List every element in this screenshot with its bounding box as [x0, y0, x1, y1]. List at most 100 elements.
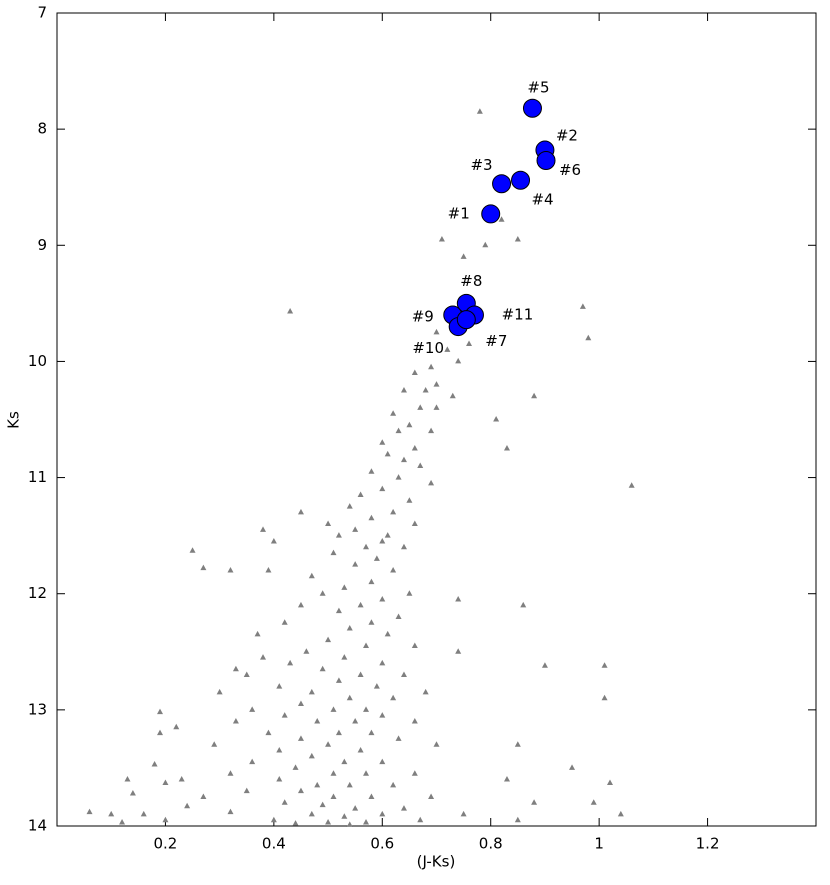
star-point [249, 758, 256, 765]
star-point [444, 346, 451, 352]
star-point [428, 793, 435, 799]
star-point [433, 741, 440, 747]
star-point [276, 683, 283, 689]
star-point [368, 514, 375, 521]
star-point [308, 810, 315, 817]
star-point [330, 706, 337, 712]
star-point [335, 532, 342, 538]
star-point [482, 241, 489, 248]
star-point [363, 642, 370, 648]
star-point [514, 816, 521, 823]
star-point [384, 630, 391, 637]
star-point [297, 700, 304, 707]
star-point [460, 253, 467, 259]
star-point [411, 369, 418, 376]
star-point [406, 497, 413, 503]
star-point [514, 235, 521, 242]
y-tick-label: 9 [37, 236, 47, 254]
star-point [428, 427, 435, 434]
highlight-point [481, 204, 501, 224]
star-point [569, 764, 576, 770]
star-point [400, 386, 407, 393]
star-point [422, 688, 429, 695]
star-point [579, 303, 586, 309]
star-point [379, 596, 386, 602]
star-point [335, 607, 342, 614]
point-label: #10 [412, 339, 444, 357]
star-point [411, 717, 418, 724]
point-label: #5 [527, 79, 549, 97]
star-point [400, 456, 407, 463]
x-axis-label: (J-Ks) [417, 853, 456, 871]
star-point [297, 735, 304, 741]
star-point [357, 671, 364, 678]
star-point [368, 619, 375, 625]
x-tick-label: 1 [594, 835, 604, 853]
star-point [590, 799, 597, 805]
star-point [357, 747, 364, 753]
x-tick-label: 0.4 [262, 835, 286, 853]
star-point [346, 503, 353, 509]
star-point [325, 520, 332, 527]
star-point [428, 479, 435, 486]
star-point [162, 779, 169, 786]
star-point [390, 410, 397, 416]
star-point [406, 421, 413, 428]
star-point [281, 619, 288, 625]
star-point [297, 508, 304, 515]
star-point [346, 625, 353, 631]
x-tick-label: 0.6 [370, 835, 394, 853]
point-label: #4 [531, 191, 553, 209]
star-point [400, 671, 407, 678]
star-point [287, 659, 294, 666]
x-tick-label: 1.2 [696, 835, 720, 853]
highlight-point [456, 310, 476, 330]
point-label: #1 [448, 204, 470, 222]
star-point [352, 561, 359, 567]
star-point [270, 816, 277, 823]
star-point [357, 491, 364, 497]
star-point [308, 688, 315, 695]
star-point [330, 793, 337, 799]
star-point [395, 474, 402, 480]
star-point [531, 799, 538, 805]
star-point [157, 708, 164, 715]
point-label: #9 [412, 307, 434, 325]
star-point [417, 462, 424, 468]
star-point [129, 789, 136, 796]
star-point [379, 537, 386, 544]
star-point [162, 816, 169, 823]
star-point [189, 547, 196, 553]
star-point [390, 781, 397, 788]
star-point [379, 758, 386, 765]
star-point [276, 747, 283, 753]
star-point [606, 779, 613, 786]
point-label: #8 [460, 272, 482, 290]
star-point [173, 723, 180, 730]
star-point [379, 712, 386, 718]
x-tick-label: 0.2 [153, 835, 177, 853]
star-point [601, 694, 608, 701]
star-point [281, 712, 288, 718]
star-point [346, 781, 353, 788]
star-point [124, 776, 131, 782]
star-point [341, 584, 348, 590]
star-point [270, 537, 277, 544]
star-point [455, 648, 462, 654]
star-point [379, 485, 386, 492]
star-point [265, 566, 272, 573]
star-point [119, 819, 126, 825]
star-point [151, 760, 158, 767]
star-point [503, 776, 510, 782]
y-tick-label: 7 [37, 4, 47, 22]
star-point [390, 694, 397, 701]
star-point [108, 810, 115, 817]
star-point [265, 729, 272, 736]
star-point [325, 741, 332, 747]
star-point [406, 590, 413, 596]
star-point [232, 717, 239, 724]
star-point [531, 392, 538, 399]
star-point [379, 439, 386, 445]
star-point [541, 662, 548, 668]
y-tick-label: 11 [28, 468, 47, 486]
